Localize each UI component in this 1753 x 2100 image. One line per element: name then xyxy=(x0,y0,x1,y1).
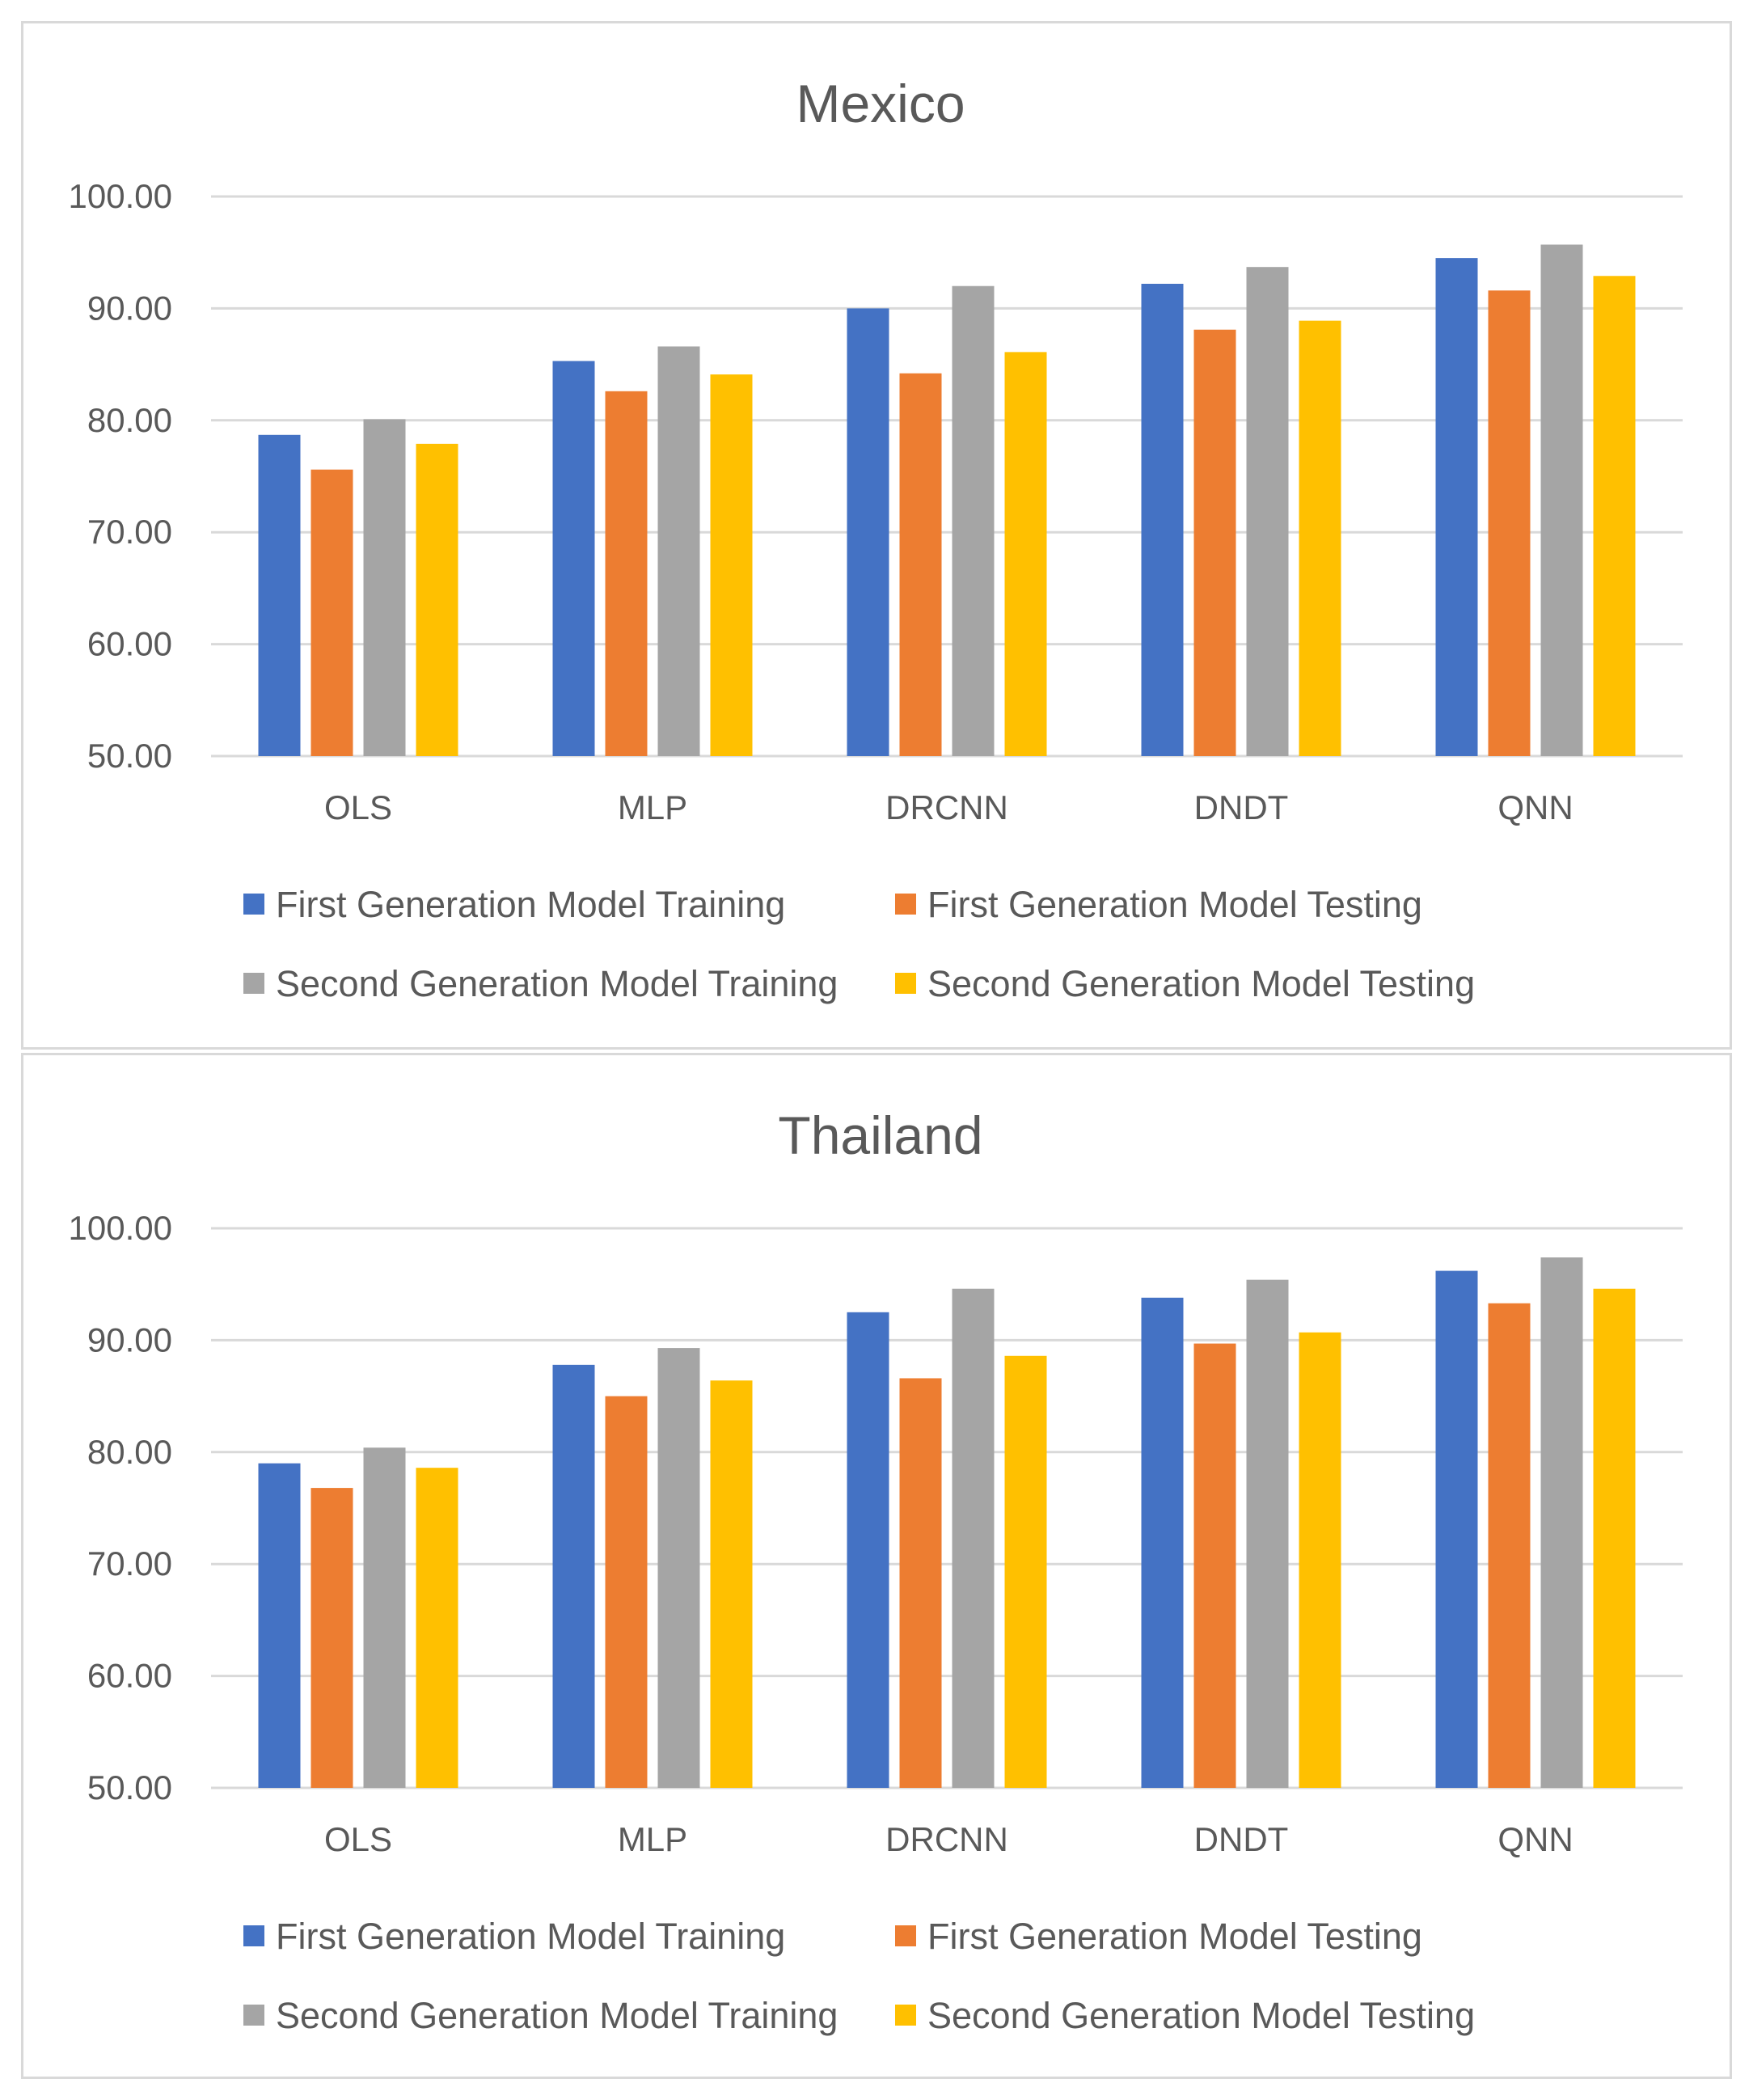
legend-swatch xyxy=(243,1925,264,1946)
y-tick-label: 60.00 xyxy=(87,625,172,663)
x-tick-label: DNDT xyxy=(1194,788,1289,826)
y-tick-label: 50.00 xyxy=(87,737,172,775)
bar-qnn-series-2 xyxy=(1488,290,1531,757)
thailand-chart: Thailand 50.00 60.00 70.00 80.00 90.00 100.00… xyxy=(69,1105,1683,2036)
bar-drcnn-series-4 xyxy=(1004,1355,1047,1788)
y-tick-label: 70.00 xyxy=(87,1544,172,1582)
y-tick-label: 100.00 xyxy=(69,177,172,215)
legend-label: First Generation Model Testing xyxy=(927,884,1422,925)
y-tick-label: 50.00 xyxy=(87,1768,172,1806)
x-tick-label: OLS xyxy=(324,1820,392,1858)
legend-label: Second Generation Model Testing xyxy=(927,963,1475,1004)
x-tick-label: QNN xyxy=(1497,1820,1573,1858)
bar-ols-series-1 xyxy=(258,434,301,756)
bar-mlp-series-4 xyxy=(710,1380,753,1788)
mexico-chart: Mexico 50.00 60.00 70.00 80.00 90.00 100.00 O… xyxy=(69,74,1683,1004)
bar-dndt-series-3 xyxy=(1246,267,1289,756)
bar-qnn-series-3 xyxy=(1540,1257,1583,1788)
legend-label: Second Generation Model Testing xyxy=(927,1995,1475,2036)
legend-swatch xyxy=(243,894,264,915)
legend-swatch xyxy=(895,973,916,994)
x-tick-label: MLP xyxy=(618,788,687,826)
bar-qnn-series-4 xyxy=(1593,1288,1636,1788)
bar-ols-series-3 xyxy=(363,1447,406,1788)
legend-swatch xyxy=(243,973,264,994)
bar-qnn-series-3 xyxy=(1540,244,1583,757)
bar-dndt-series-4 xyxy=(1299,320,1341,756)
y-tick-label: 60.00 xyxy=(87,1657,172,1695)
bar-mlp-series-2 xyxy=(605,391,648,756)
x-tick-label: OLS xyxy=(324,788,392,826)
bar-drcnn-series-1 xyxy=(847,1312,889,1788)
bar-drcnn-series-2 xyxy=(899,373,942,756)
bar-qnn-series-1 xyxy=(1435,258,1478,756)
y-tick-label: 90.00 xyxy=(87,1320,172,1358)
x-tick-label: QNN xyxy=(1497,788,1573,826)
y-tick-label: 80.00 xyxy=(87,1433,172,1471)
bar-dndt-series-2 xyxy=(1193,1343,1236,1788)
y-tick-label: 70.00 xyxy=(87,513,172,551)
chart-title: Mexico xyxy=(796,74,965,133)
bar-ols-series-2 xyxy=(310,469,353,756)
chart-title: Thailand xyxy=(778,1105,982,1165)
bar-drcnn-series-1 xyxy=(847,308,889,756)
legend-swatch xyxy=(895,2005,916,2026)
bar-ols-series-2 xyxy=(310,1488,353,1788)
y-tick-label: 80.00 xyxy=(87,401,172,439)
legend-label: First Generation Model Training xyxy=(276,884,785,925)
bar-ols-series-4 xyxy=(416,1468,458,1788)
bar-qnn-series-4 xyxy=(1593,276,1636,756)
legend-swatch xyxy=(243,2005,264,2026)
x-tick-label: DRCNN xyxy=(885,788,1008,826)
bar-qnn-series-2 xyxy=(1488,1303,1531,1788)
bar-mlp-series-1 xyxy=(552,1364,595,1788)
legend-swatch xyxy=(895,894,916,915)
bar-ols-series-3 xyxy=(363,419,406,756)
bar-dndt-series-1 xyxy=(1141,1297,1184,1788)
bar-mlp-series-2 xyxy=(605,1396,648,1788)
x-tick-label: MLP xyxy=(618,1820,687,1858)
bar-drcnn-series-2 xyxy=(899,1378,942,1788)
bar-mlp-series-3 xyxy=(657,1348,700,1788)
bar-drcnn-series-3 xyxy=(952,285,995,757)
mexico-chart-panel: Mexico 50.00 60.00 70.00 80.00 90.00 100.00 O… xyxy=(21,21,1732,1050)
bar-drcnn-series-4 xyxy=(1004,352,1047,756)
legend-label: Second Generation Model Training xyxy=(276,1995,838,2036)
bar-drcnn-series-3 xyxy=(952,1288,995,1788)
bar-ols-series-1 xyxy=(258,1463,301,1788)
legend-label: First Generation Model Training xyxy=(276,1916,785,1957)
legend-swatch xyxy=(895,1925,916,1946)
bar-dndt-series-3 xyxy=(1246,1279,1289,1788)
thailand-chart-panel: Thailand 50.00 60.00 70.00 80.00 90.00 100.00… xyxy=(21,1053,1732,2079)
bar-qnn-series-1 xyxy=(1435,1270,1478,1788)
x-tick-label: DNDT xyxy=(1194,1820,1289,1858)
bar-mlp-series-1 xyxy=(552,361,595,756)
bar-ols-series-4 xyxy=(416,443,458,756)
bar-dndt-series-1 xyxy=(1141,283,1184,756)
y-tick-label: 90.00 xyxy=(87,289,172,327)
bar-mlp-series-3 xyxy=(657,346,700,756)
legend-label: Second Generation Model Training xyxy=(276,963,838,1004)
y-tick-label: 100.00 xyxy=(69,1209,172,1247)
bar-dndt-series-4 xyxy=(1299,1332,1341,1788)
legend-label: First Generation Model Testing xyxy=(927,1916,1422,1957)
bar-dndt-series-2 xyxy=(1193,329,1236,756)
x-tick-label: DRCNN xyxy=(885,1820,1008,1858)
bar-mlp-series-4 xyxy=(710,374,753,756)
